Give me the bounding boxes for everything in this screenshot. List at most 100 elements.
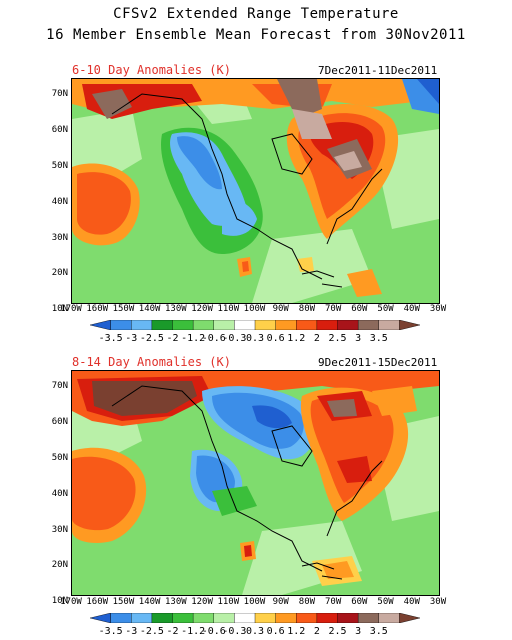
- lon-label: 100W: [243, 597, 266, 607]
- lon-label: 110W: [217, 304, 240, 314]
- colorbar-label: 2.5: [328, 626, 347, 637]
- colorbar-swatch: [131, 613, 153, 623]
- colorbar-swatch: [213, 613, 236, 623]
- lat-label: 10N: [51, 304, 68, 314]
- colorbar-swatch: [192, 320, 215, 330]
- colorbar-swatch: [337, 613, 359, 623]
- colorbar-swatch: [90, 320, 111, 330]
- colorbar-label: -2.5: [139, 333, 164, 344]
- colorbar-label: -2.5: [139, 626, 164, 637]
- colorbar-swatch: [275, 320, 297, 330]
- colorbar-swatch: [254, 320, 277, 330]
- colorbar-label: -0.3: [222, 333, 247, 344]
- colorbar-label: 0.6: [266, 626, 285, 637]
- colorbar-label: 1.2: [287, 333, 306, 344]
- colorbar-label: 3: [355, 626, 362, 637]
- lon-label: 70W: [325, 597, 342, 607]
- colorbar-label: -2: [166, 333, 179, 344]
- lon-label: 140W: [138, 597, 161, 607]
- chart-subtitle: 16 Member Ensemble Mean Forecast from 30…: [46, 27, 466, 43]
- lat-label: 50N: [51, 161, 68, 171]
- panel2-dates: 9Dec2011-15Dec2011: [318, 356, 438, 369]
- lat-label: 10N: [51, 596, 68, 606]
- colorbar-2: [90, 613, 420, 623]
- panel1-map: [71, 78, 440, 304]
- colorbar-swatch: [151, 613, 174, 623]
- colorbar-swatch: [275, 613, 297, 623]
- colorbar-label: -3.5: [98, 626, 123, 637]
- colorbar-swatch: [378, 320, 401, 330]
- colorbar-1: [90, 320, 420, 330]
- colorbar-swatch: [357, 613, 380, 623]
- panel2-label: 8-14 Day Anomalies (K): [72, 355, 231, 369]
- colorbar-label: 0.6: [266, 333, 285, 344]
- colorbar-label: 2.5: [328, 333, 347, 344]
- colorbar-swatch: [399, 320, 420, 330]
- panel1-dates: 7Dec2011-11Dec2011: [318, 64, 438, 77]
- colorbar-swatch: [296, 613, 318, 623]
- lon-label: 160W: [86, 597, 109, 607]
- lon-label: 170W: [60, 304, 82, 314]
- lon-label: 60W: [351, 597, 368, 607]
- colorbar-label: 3.5: [369, 333, 388, 344]
- lat-label: 70N: [51, 89, 68, 99]
- colorbar-label: -0.6: [201, 333, 226, 344]
- lon-label: 60W: [351, 304, 368, 314]
- lon-label: 160W: [86, 304, 109, 314]
- colorbar-label: 0.3: [245, 333, 265, 344]
- colorbar-label: 3: [355, 333, 362, 344]
- colorbar-swatch: [172, 613, 194, 623]
- lon-label: 150W: [112, 304, 135, 314]
- colorbar-label: 2: [313, 333, 320, 344]
- colorbar-label: -3.5: [98, 333, 123, 344]
- lon-label: 150W: [112, 597, 135, 607]
- colorbar-swatch: [110, 320, 132, 330]
- colorbar-label: -2: [166, 626, 179, 637]
- lat-label: 60N: [51, 417, 68, 427]
- colorbar-swatch: [172, 320, 194, 330]
- lat-label: 30N: [51, 233, 68, 243]
- colorbar-swatch: [316, 613, 339, 623]
- lon-label: 120W: [191, 304, 213, 314]
- colorbar-swatch: [234, 613, 256, 623]
- colorbar-label: -0.6: [201, 626, 226, 637]
- colorbar-label: -3: [125, 626, 138, 637]
- colorbar-label: 2: [313, 626, 320, 637]
- colorbar-swatch: [296, 320, 318, 330]
- colorbar-swatch: [90, 613, 111, 623]
- lon-label: 40W: [403, 597, 420, 607]
- lat-label: 40N: [51, 489, 68, 499]
- lon-label: 80W: [298, 304, 316, 314]
- lat-label: 60N: [51, 125, 68, 135]
- colorbar-swatch: [151, 320, 174, 330]
- lon-label: 70W: [325, 304, 342, 314]
- lon-label: 30W: [429, 597, 447, 607]
- lon-label: 90W: [272, 597, 289, 607]
- colorbar-swatch: [110, 613, 132, 623]
- panel2-map: [71, 370, 440, 596]
- lat-label: 50N: [51, 453, 68, 463]
- colorbar-label: -1.2: [181, 626, 206, 637]
- panel1-label: 6-10 Day Anomalies (K): [72, 63, 231, 77]
- lon-label: 120W: [191, 597, 213, 607]
- lon-label: 110W: [217, 597, 240, 607]
- lon-label: 30W: [429, 304, 447, 314]
- lon-label: 140W: [138, 304, 161, 314]
- colorbar-swatch: [131, 320, 153, 330]
- colorbar-swatch: [234, 320, 256, 330]
- lon-label: 100W: [243, 304, 266, 314]
- lat-label: 70N: [51, 381, 68, 391]
- lat-label: 20N: [51, 268, 68, 278]
- lon-label: 170W: [60, 597, 82, 607]
- colorbar-swatch: [357, 320, 380, 330]
- colorbar-label: 1.2: [287, 626, 306, 637]
- lon-label: 50W: [377, 597, 394, 607]
- colorbar-swatch: [337, 320, 359, 330]
- colorbar-swatch: [399, 613, 420, 623]
- chart-title: CFSv2 Extended Range Temperature: [113, 6, 399, 22]
- colorbar-swatch: [192, 613, 215, 623]
- colorbar-swatch: [316, 320, 339, 330]
- lat-label: 20N: [51, 560, 68, 570]
- lon-label: 130W: [165, 304, 187, 314]
- colorbar-label: 0.3: [245, 626, 265, 637]
